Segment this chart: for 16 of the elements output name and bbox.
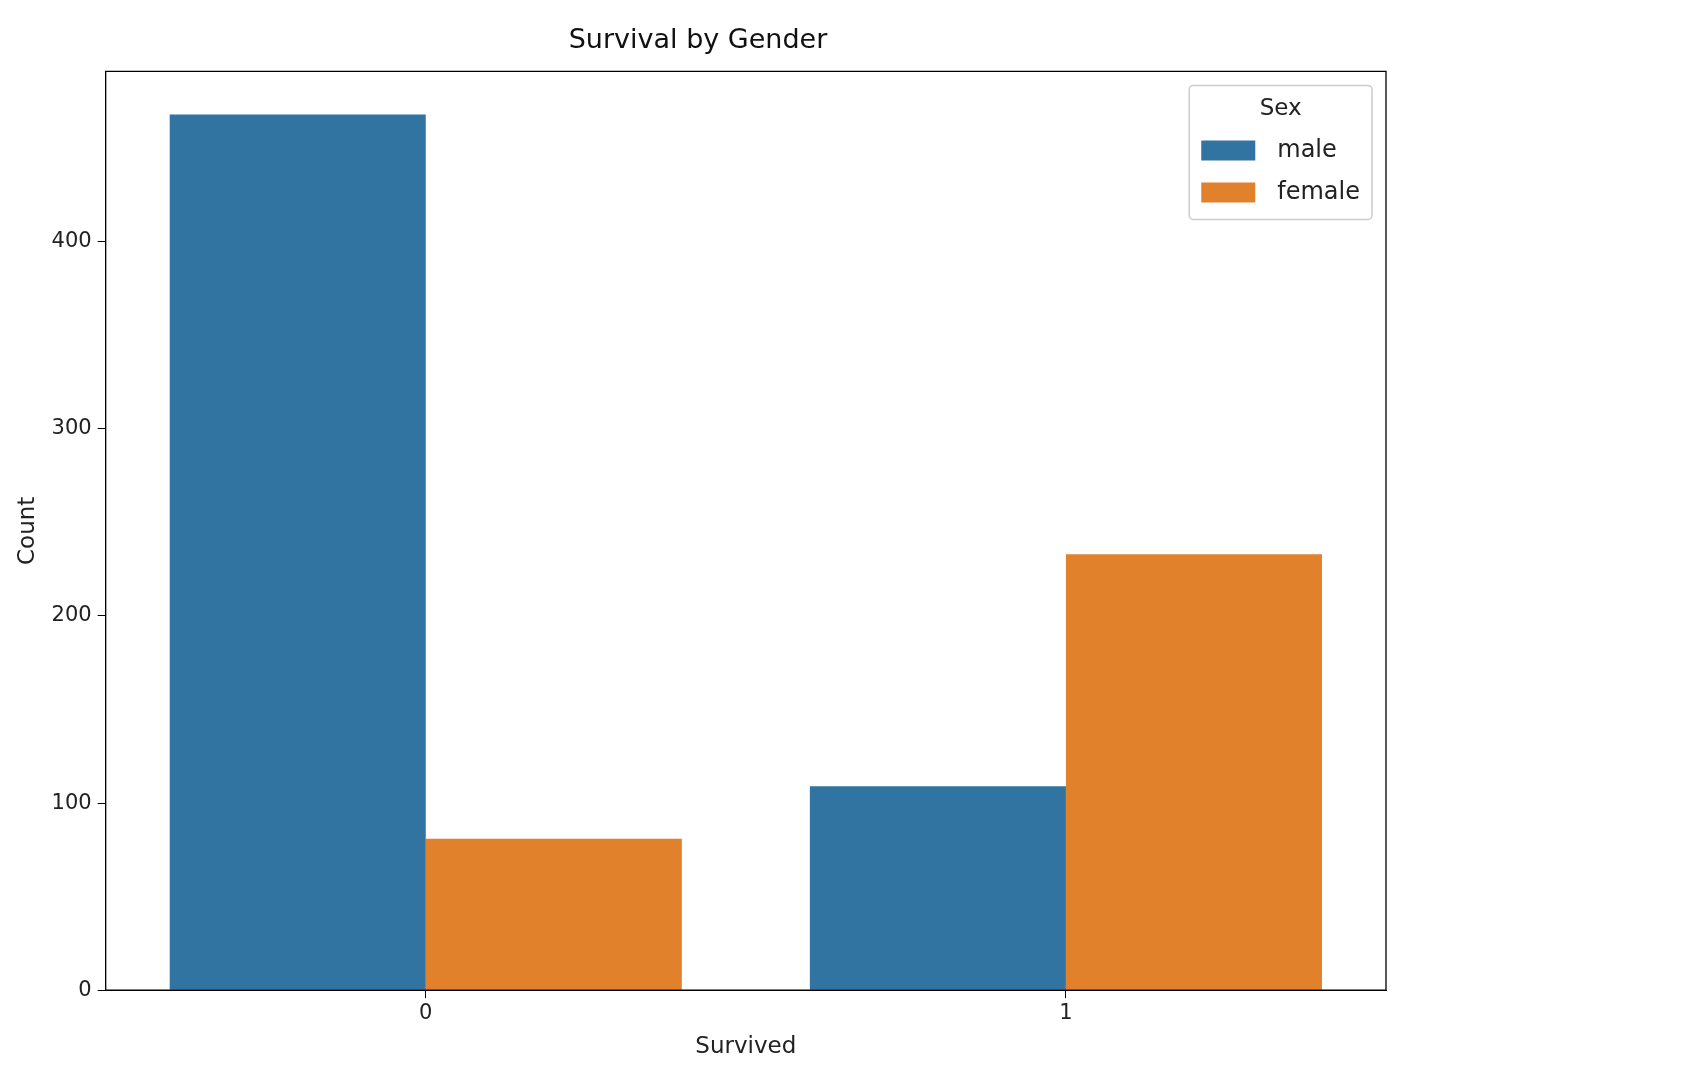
x-axis-title: Survived (695, 1032, 797, 1059)
y-tick-label: 200 (51, 602, 92, 627)
bar (425, 838, 682, 990)
legend-label: female (1277, 176, 1360, 205)
y-tick-label: 400 (51, 228, 92, 253)
x-tick-label: 1 (1059, 1000, 1073, 1025)
legend-label: male (1277, 134, 1337, 163)
legend-title: Sex (1259, 94, 1302, 121)
y-tick-label: 0 (78, 976, 92, 1001)
y-tick-label: 100 (51, 789, 92, 814)
bar (809, 786, 1066, 990)
bar (169, 114, 426, 990)
y-axis-title: Count (12, 496, 39, 565)
y-tick-label: 300 (51, 415, 92, 440)
chart-title: Survival by Gender (568, 23, 829, 55)
bar (1065, 554, 1322, 990)
